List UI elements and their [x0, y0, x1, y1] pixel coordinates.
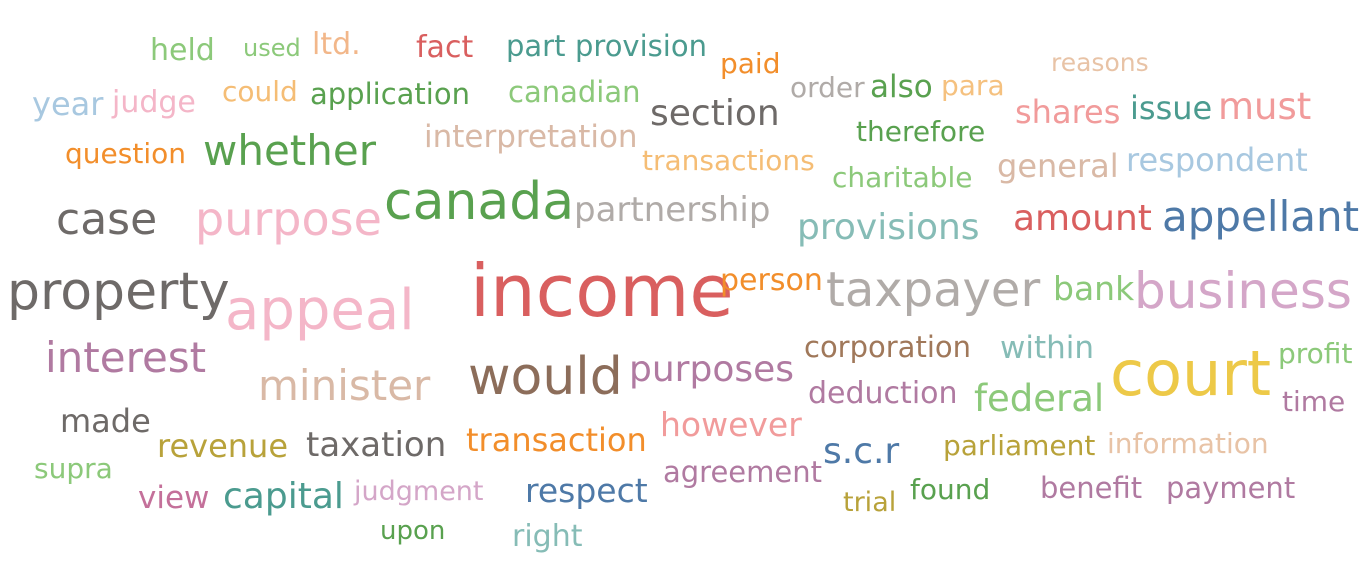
- word-right: right: [512, 519, 583, 554]
- word-reasons: reasons: [1051, 48, 1149, 77]
- word-provisions: provisions: [797, 207, 980, 248]
- word-case: case: [56, 194, 158, 245]
- word-fact: fact: [416, 30, 474, 65]
- word-revenue: revenue: [157, 427, 289, 465]
- word-deduction: deduction: [808, 376, 958, 411]
- word-however: however: [660, 405, 802, 444]
- word-agreement: agreement: [663, 455, 822, 489]
- word-paid: paid: [720, 47, 781, 80]
- word-bank: bank: [1053, 269, 1135, 308]
- word-partnership: partnership: [574, 190, 771, 230]
- word-interpretation: interpretation: [424, 119, 638, 155]
- word-appeal: appeal: [225, 278, 415, 343]
- word-used: used: [243, 34, 301, 62]
- word-income: income: [470, 249, 734, 333]
- word-property: property: [7, 262, 230, 322]
- word-respect: respect: [525, 471, 648, 510]
- word-business: business: [1134, 262, 1352, 320]
- word-court: court: [1110, 337, 1272, 410]
- word-view: view: [138, 480, 210, 516]
- word-application: application: [310, 77, 470, 111]
- word-judge: judge: [112, 85, 196, 120]
- word-therefore: therefore: [856, 115, 986, 148]
- word-trial: trial: [843, 487, 897, 518]
- word-judgment: judgment: [354, 476, 484, 507]
- word-canadian: canadian: [508, 75, 641, 109]
- word-would: would: [468, 347, 623, 407]
- word-upon: upon: [380, 516, 446, 546]
- word-transaction: transaction: [466, 421, 647, 459]
- word-payment: payment: [1166, 471, 1296, 505]
- word-profit: profit: [1278, 337, 1353, 370]
- word-made: made: [60, 402, 151, 440]
- word-corporation: corporation: [804, 330, 972, 364]
- word-person: person: [720, 263, 823, 298]
- word-purposes: purposes: [629, 349, 795, 390]
- word-transactions: transactions: [642, 144, 815, 177]
- word-appellant: appellant: [1162, 192, 1360, 241]
- word-also: also: [870, 69, 933, 105]
- word-benefit: benefit: [1040, 471, 1143, 505]
- word-interest: interest: [45, 333, 207, 382]
- word-must: must: [1218, 85, 1312, 128]
- word-canada: canada: [384, 172, 575, 232]
- word-question: question: [65, 137, 186, 170]
- word-taxation: taxation: [306, 425, 447, 465]
- word-capital: capital: [223, 476, 344, 517]
- word-federal: federal: [974, 377, 1105, 420]
- word-taxpayer: taxpayer: [826, 262, 1041, 318]
- word-order: order: [790, 71, 865, 104]
- word-purpose: purpose: [195, 192, 382, 246]
- word-respondent: respondent: [1126, 141, 1308, 179]
- word-amount: amount: [1013, 198, 1152, 239]
- word-section: section: [650, 93, 780, 134]
- word-whether: whether: [203, 126, 377, 175]
- word-issue: issue: [1130, 89, 1213, 127]
- word-found: found: [910, 473, 991, 506]
- word-minister: minister: [258, 361, 431, 410]
- word-para: para: [941, 69, 1005, 102]
- word-year: year: [32, 85, 104, 123]
- word-information: information: [1107, 427, 1269, 460]
- word-part: part: [506, 29, 566, 63]
- word-charitable: charitable: [832, 161, 973, 194]
- word-provision: provision: [575, 29, 707, 63]
- word-shares: shares: [1015, 93, 1121, 131]
- word-within: within: [1000, 330, 1095, 366]
- word-general: general: [997, 147, 1119, 185]
- word-could: could: [222, 75, 298, 108]
- word-held: held: [150, 33, 215, 68]
- word-scr: s.c.r: [823, 431, 900, 472]
- word-parliament: parliament: [943, 429, 1096, 462]
- word-ltd: ltd.: [312, 27, 361, 62]
- word-time: time: [1282, 385, 1346, 418]
- word-supra: supra: [34, 452, 113, 485]
